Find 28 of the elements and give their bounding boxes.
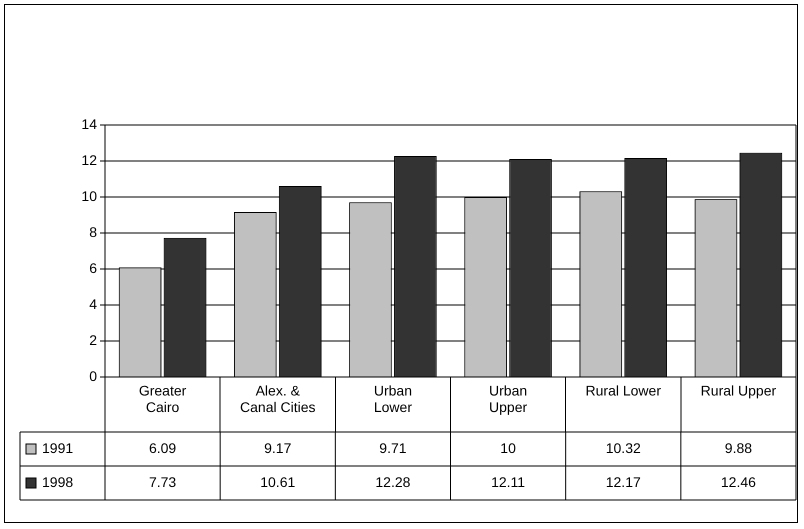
y-tick-label: 6: [89, 260, 98, 276]
y-tick-label: 10: [81, 188, 98, 204]
data-label: 9.88: [724, 440, 752, 456]
x-tick-label: Rural Upper: [700, 382, 776, 398]
x-tick-label: Alex. & Canal Cities: [240, 382, 316, 416]
x-tick-label: Urban Lower: [374, 382, 412, 416]
x-tick-label: Greater Cairo: [138, 382, 187, 416]
data-label: 12.11: [491, 474, 526, 490]
data-label: 9.17: [264, 440, 292, 456]
data-label: 7.73: [148, 474, 176, 490]
legend-label: 1991: [42, 440, 74, 456]
y-tick-label: 0: [89, 368, 98, 384]
legend-label: 1998: [42, 474, 74, 490]
y-tick-label: 2: [89, 332, 98, 348]
data-label: 12.17: [606, 474, 641, 490]
data-label: 12.46: [720, 474, 756, 490]
data-label: 10.32: [606, 440, 641, 456]
y-tick-label: 12: [81, 152, 98, 168]
y-tick-label: 14: [81, 116, 98, 132]
data-label: 9.71: [379, 440, 407, 456]
data-label: 10: [500, 440, 516, 456]
data-label: 6.09: [148, 440, 176, 456]
x-tick-label: Urban Upper: [489, 382, 528, 416]
data-label: 10.61: [260, 474, 296, 490]
x-tick-label: Rural Lower: [586, 382, 662, 398]
y-tick-label: 8: [89, 224, 98, 240]
data-label: 12.28: [375, 474, 411, 490]
y-tick-label: 4: [89, 296, 98, 312]
